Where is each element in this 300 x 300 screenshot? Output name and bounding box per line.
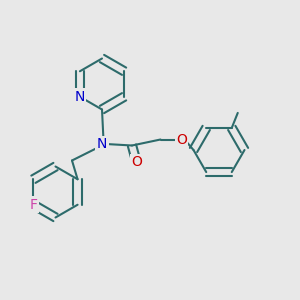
Text: F: F bbox=[29, 198, 38, 212]
Text: O: O bbox=[131, 155, 142, 169]
Text: O: O bbox=[176, 133, 187, 146]
Text: N: N bbox=[97, 137, 107, 151]
Text: N: N bbox=[75, 90, 85, 104]
